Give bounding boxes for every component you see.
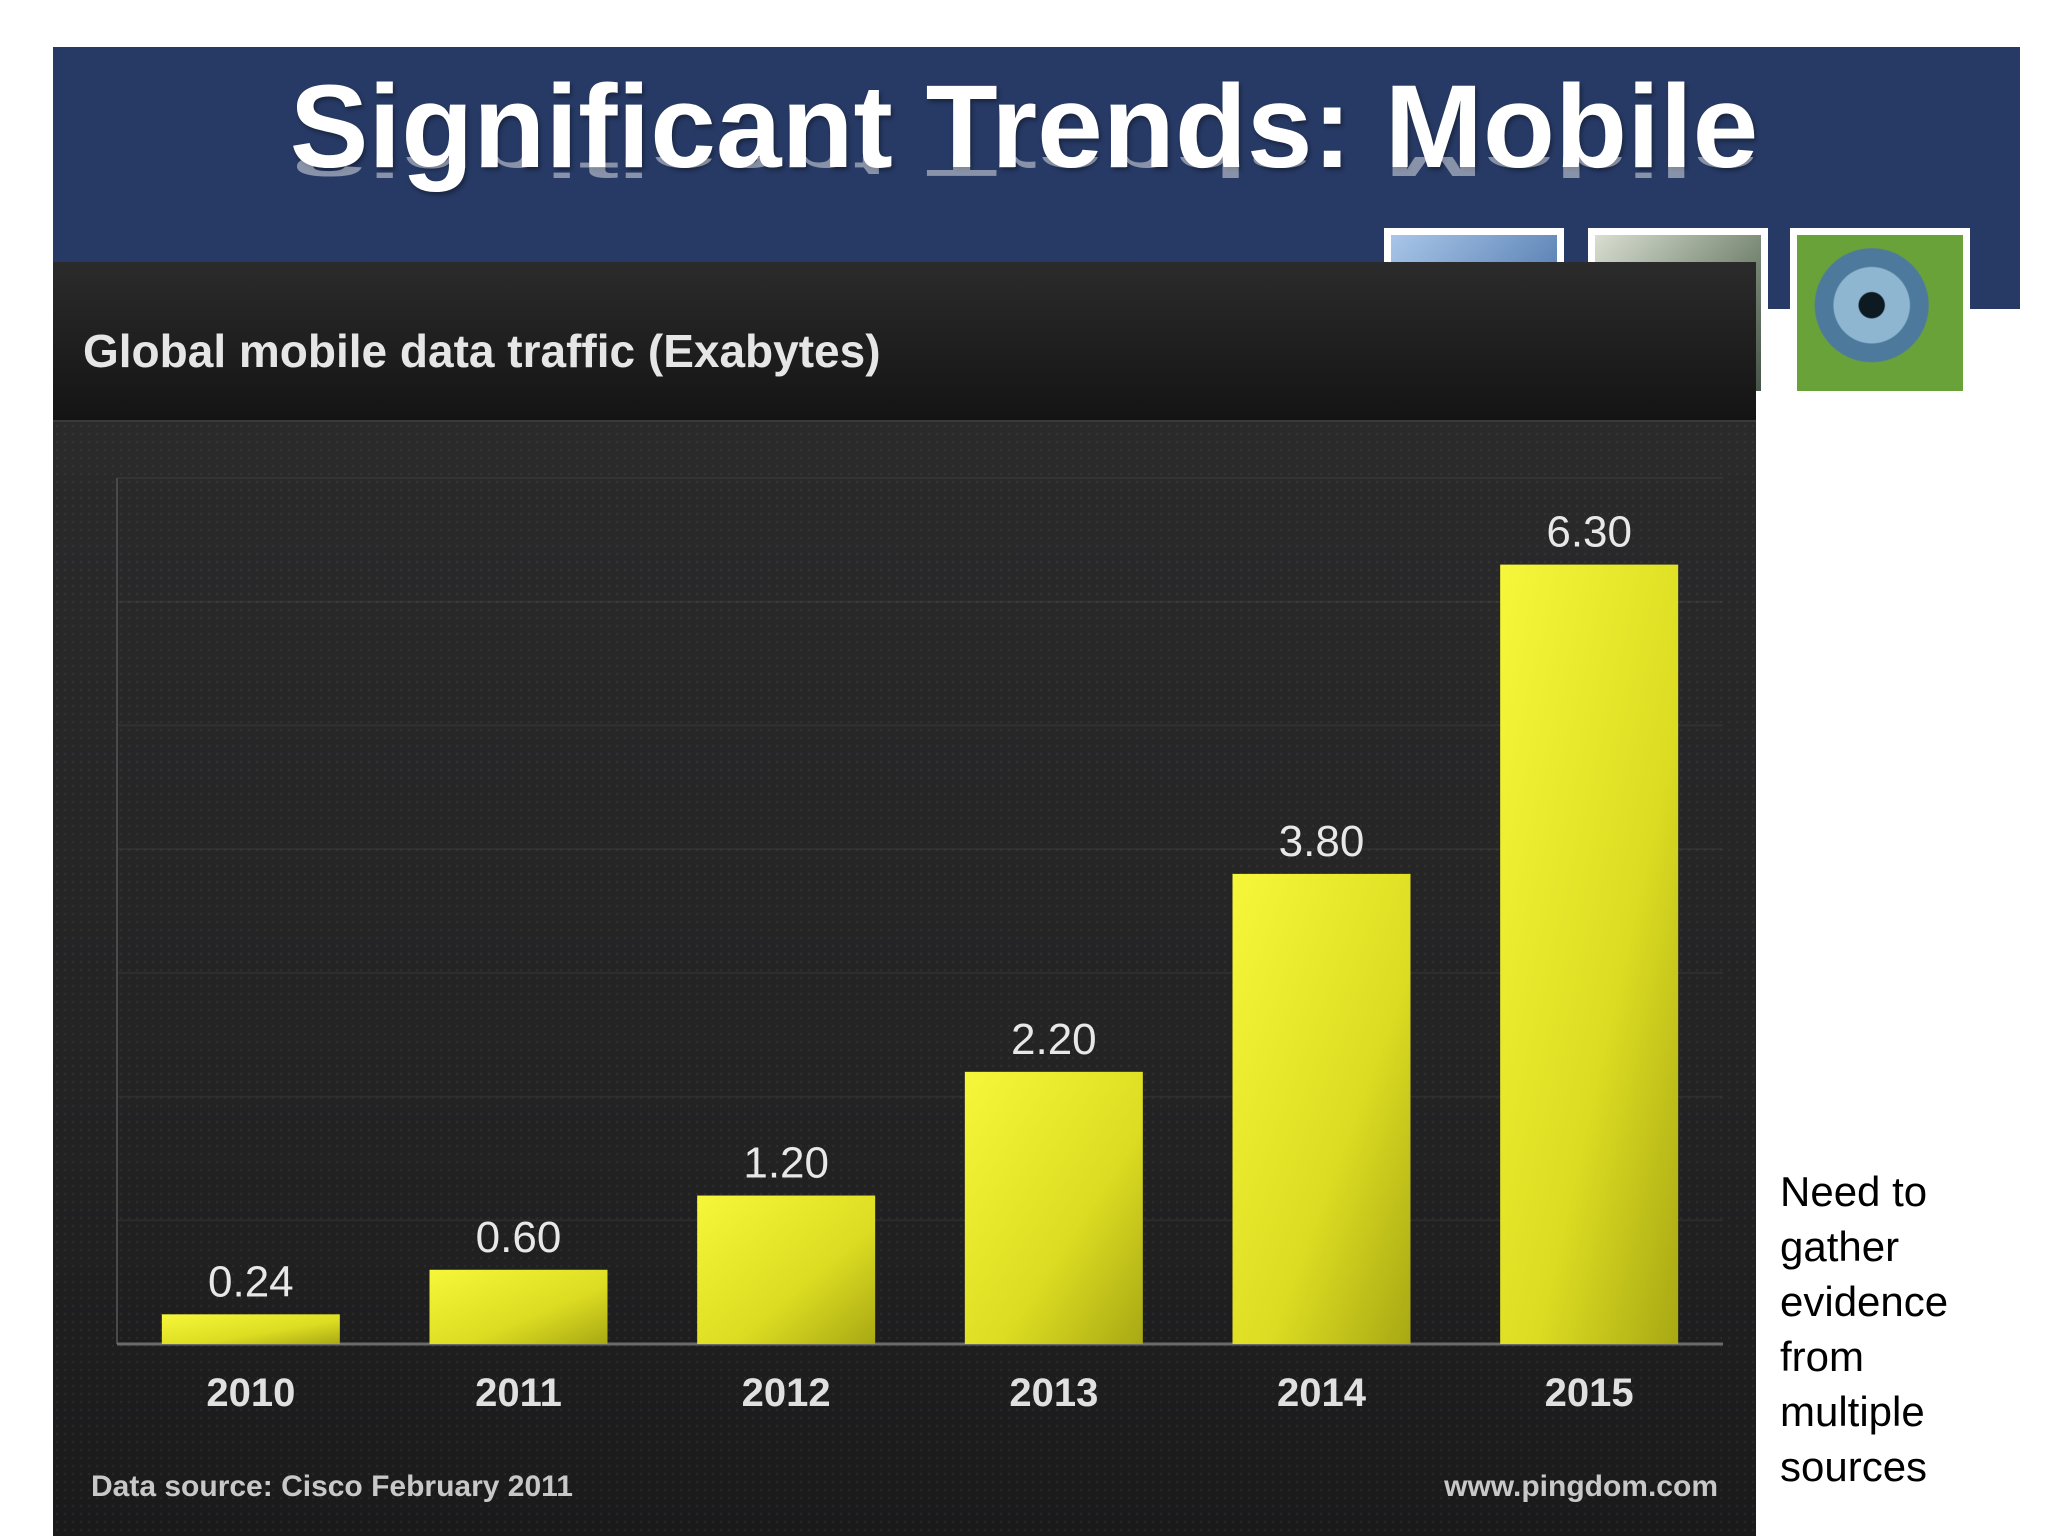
side-note-line: gather bbox=[1780, 1223, 1900, 1270]
slide-title-reflection: Significant Trends: Mobile bbox=[0, 157, 2048, 184]
slide-title: Significant Trends: Mobile bbox=[289, 61, 1759, 193]
x-tick-label: 2010 bbox=[206, 1371, 295, 1415]
credit-label: www.pingdom.com bbox=[1444, 1470, 1718, 1503]
bar bbox=[1500, 564, 1679, 1344]
data-label: 3.80 bbox=[1279, 817, 1365, 866]
x-tick-label: 2014 bbox=[1277, 1371, 1367, 1415]
chart-panel: Global mobile data traffic (Exabytes) 0.… bbox=[53, 262, 1756, 1536]
bar bbox=[697, 1195, 876, 1344]
bar bbox=[964, 1071, 1143, 1344]
data-label: 2.20 bbox=[1011, 1015, 1097, 1064]
side-note-line: from bbox=[1780, 1333, 1864, 1380]
bar bbox=[429, 1269, 608, 1344]
x-tick-label: 2012 bbox=[742, 1371, 831, 1415]
plot-area bbox=[53, 422, 1756, 1536]
side-note-line: sources bbox=[1780, 1443, 1928, 1490]
side-note-line: multiple bbox=[1780, 1388, 1925, 1435]
camera-lens-thumbnail bbox=[1790, 228, 1970, 398]
data-label: 1.20 bbox=[743, 1139, 829, 1188]
data-source-label: Data source: Cisco February 2011 bbox=[91, 1470, 573, 1503]
side-note: Need to gather evidence from multiple so… bbox=[1780, 1164, 2040, 1494]
bar bbox=[161, 1314, 340, 1344]
side-note-line: Need to bbox=[1780, 1168, 1928, 1215]
data-label: 0.60 bbox=[476, 1213, 562, 1262]
x-tick-label: 2011 bbox=[475, 1371, 562, 1415]
x-tick-label: 2013 bbox=[1009, 1371, 1098, 1415]
data-label: 6.30 bbox=[1546, 508, 1632, 557]
chart-header: Global mobile data traffic (Exabytes) bbox=[53, 262, 1756, 422]
bar bbox=[1232, 873, 1411, 1344]
x-tick-label: 2015 bbox=[1545, 1371, 1634, 1415]
chart-title: Global mobile data traffic (Exabytes) bbox=[83, 325, 881, 377]
bar-chart: 0.24 2010 0.60 2011 1.20 2012 2.20 2013 3.80 2014… bbox=[116, 477, 1723, 1415]
side-note-line: evidence bbox=[1780, 1278, 1949, 1325]
data-label: 0.24 bbox=[208, 1257, 294, 1306]
